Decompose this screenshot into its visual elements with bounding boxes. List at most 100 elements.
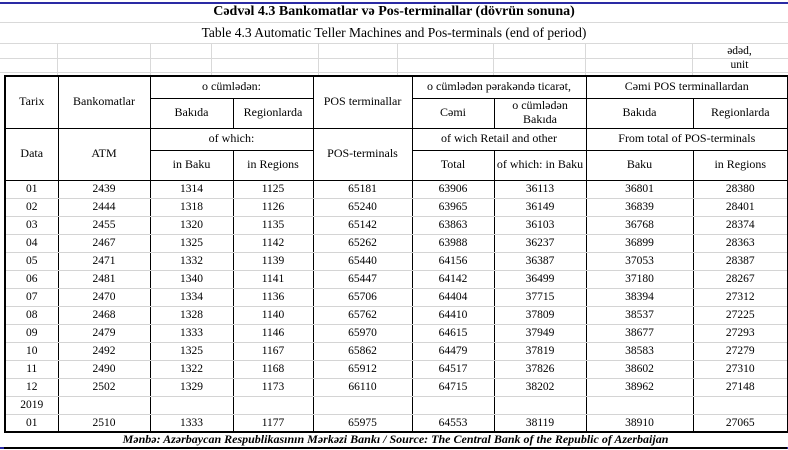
row-value: 2444 [57, 197, 151, 217]
row-value: 36499 [493, 269, 587, 289]
header-bankomatlar: Bankomatlar [57, 75, 151, 129]
header-bakida: Bakıda [149, 97, 234, 129]
row-label: 2019 [4, 395, 59, 415]
row-label: 08 [4, 305, 59, 325]
row-value: 65240 [312, 197, 413, 217]
row-value: 1333 [149, 323, 234, 343]
row-value: 27225 [692, 305, 788, 325]
row-value: 64517 [411, 359, 495, 379]
row-value: 2492 [57, 341, 151, 361]
row-value: 1325 [149, 233, 234, 253]
row-value: 28363 [692, 233, 788, 253]
row-value: 1135 [232, 215, 314, 235]
gridline [0, 58, 788, 59]
row-value: 63863 [411, 215, 495, 235]
row-value: 64156 [411, 251, 495, 271]
row-label: 03 [4, 215, 59, 235]
row-value: 38583 [585, 341, 694, 361]
row-value: 65970 [312, 323, 413, 343]
gridline [0, 43, 788, 44]
header-cemi: Cəmi [411, 97, 495, 129]
row-value: 36768 [585, 215, 694, 235]
row-value [585, 395, 694, 415]
row-value: 65975 [312, 413, 413, 433]
row-value [57, 395, 151, 415]
row-value: 38962 [585, 377, 694, 397]
row-value: 65142 [312, 215, 413, 235]
row-value: 63988 [411, 233, 495, 253]
gridline [493, 43, 494, 75]
row-value: 63965 [411, 197, 495, 217]
table-row: 11 2490 1322 1168 65912 64517 37826 3860… [4, 359, 788, 379]
table-row: 01 2510 1333 1177 65975 64553 38119 3891… [4, 413, 788, 433]
row-value: 37949 [493, 323, 587, 343]
row-value: 1329 [149, 377, 234, 397]
row-value: 37826 [493, 359, 587, 379]
row-value: 36839 [585, 197, 694, 217]
unit-label-en: unit [730, 59, 749, 71]
row-label: 09 [4, 323, 59, 343]
row-value: 2467 [57, 233, 151, 253]
row-value [312, 395, 413, 415]
row-value: 1325 [149, 341, 234, 361]
row-value: 65447 [312, 269, 413, 289]
row-value: 65706 [312, 287, 413, 307]
row-value: 64142 [411, 269, 495, 289]
header-pos-terminallar: POS terminallar [312, 75, 413, 129]
row-value: 37053 [585, 251, 694, 271]
header-o-cumleden-bakida: o cümlədən Bakıda [493, 97, 587, 129]
row-value: 65912 [312, 359, 413, 379]
gridline [318, 43, 319, 75]
row-value: 27293 [692, 323, 788, 343]
row-value [149, 395, 234, 415]
row-value: 2470 [57, 287, 151, 307]
row-value: 1140 [232, 305, 314, 325]
row-value: 1167 [232, 341, 314, 361]
header-bakida-pos: Bakıda [585, 97, 694, 129]
row-value: 2510 [57, 413, 151, 433]
row-value [692, 395, 788, 415]
row-value: 37809 [493, 305, 587, 325]
row-label: 12 [4, 377, 59, 397]
header-perakende-ticaret: o cümlədən pərakəndə ticarət, [411, 75, 587, 99]
row-value: 1136 [232, 287, 314, 307]
row-value: 38677 [585, 323, 694, 343]
row-value: 2455 [57, 215, 151, 235]
row-value: 28380 [692, 179, 788, 199]
row-value: 38537 [585, 305, 694, 325]
header-atm: ATM [57, 127, 151, 181]
row-label: 05 [4, 251, 59, 271]
row-value: 27310 [692, 359, 788, 379]
table-row: 02 2444 1318 1126 65240 63965 36149 3683… [4, 197, 788, 217]
header-regionlarda: Regionlarda [232, 97, 314, 129]
row-value: 38910 [585, 413, 694, 433]
row-value: 2481 [57, 269, 151, 289]
row-value: 1334 [149, 287, 234, 307]
header-tarix: Tarix [4, 75, 59, 129]
row-value: 28374 [692, 215, 788, 235]
row-value: 66110 [312, 377, 413, 397]
header-of-which: of which: [149, 127, 314, 151]
row-value [493, 395, 587, 415]
row-value: 37180 [585, 269, 694, 289]
row-value: 1142 [232, 233, 314, 253]
gridline [0, 22, 788, 23]
row-value: 1146 [232, 323, 314, 343]
gridline [692, 43, 693, 75]
row-value: 38119 [493, 413, 587, 433]
gridline [397, 43, 398, 75]
row-value: 64410 [411, 305, 495, 325]
row-value: 2490 [57, 359, 151, 379]
row-label: 04 [4, 233, 59, 253]
row-value: 64715 [411, 377, 495, 397]
table-row: 01 2439 1314 1125 65181 63906 36113 3680… [4, 179, 788, 199]
row-value: 64404 [411, 287, 495, 307]
row-value: 36103 [493, 215, 587, 235]
row-value: 1320 [149, 215, 234, 235]
row-value: 36149 [493, 197, 587, 217]
table-row: 04 2467 1325 1142 65262 63988 36237 3689… [4, 233, 788, 253]
row-value: 27279 [692, 341, 788, 361]
row-value: 38602 [585, 359, 694, 379]
row-value: 2439 [57, 179, 151, 199]
source-note: Mənbə: Azərbaycan Respublikasının Mərkəz… [4, 433, 787, 449]
